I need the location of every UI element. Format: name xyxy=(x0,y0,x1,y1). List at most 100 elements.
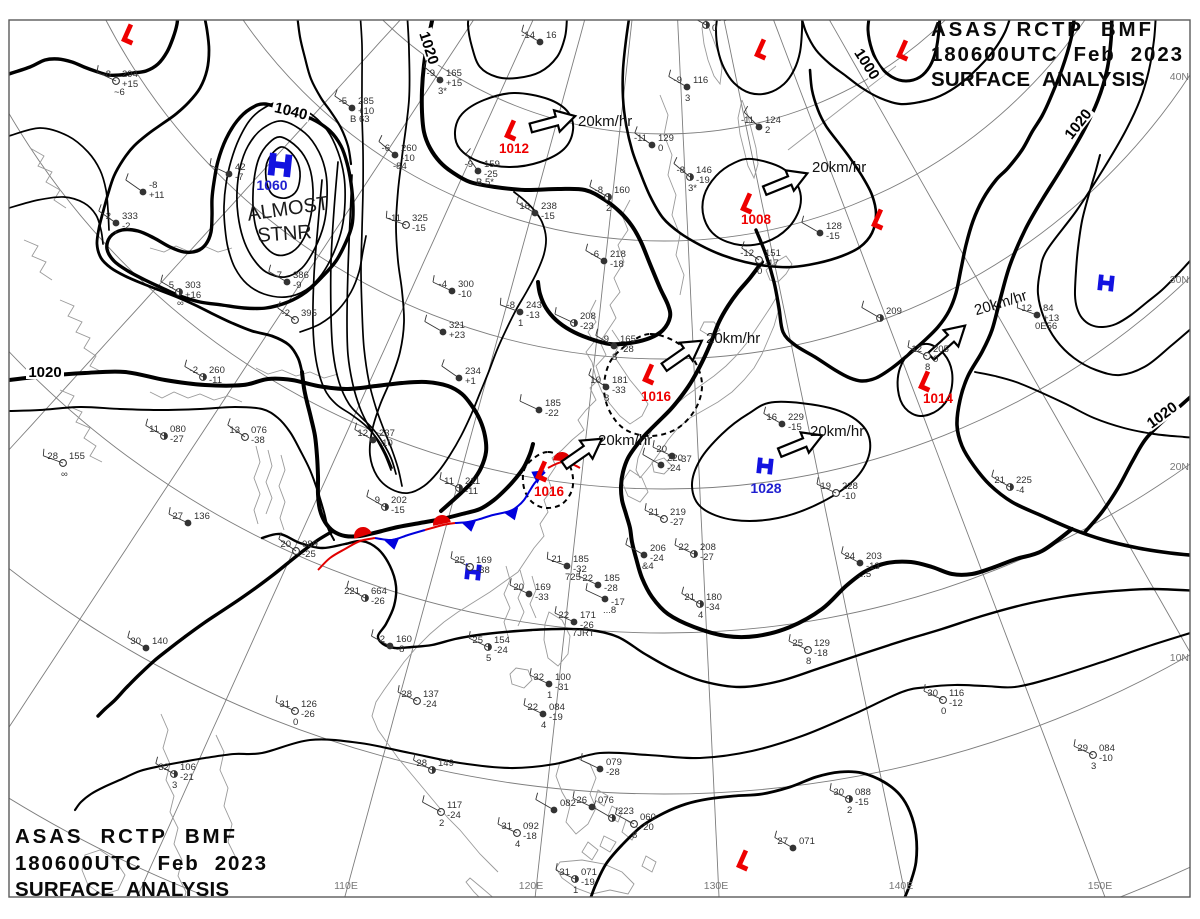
svg-text:3: 3 xyxy=(172,780,177,791)
svg-text:218: 218 xyxy=(610,249,626,260)
svg-text:120E: 120E xyxy=(519,880,544,892)
svg-text:31: 31 xyxy=(279,699,290,710)
svg-text:-23: -23 xyxy=(580,321,594,332)
svg-text:-18: -18 xyxy=(814,648,828,659)
svg-text:1020: 1020 xyxy=(28,364,61,381)
svg-text:219: 219 xyxy=(670,507,686,518)
svg-text:202: 202 xyxy=(391,495,407,506)
svg-text:∞: ∞ xyxy=(177,298,184,309)
svg-text:-84: -84 xyxy=(393,161,407,172)
svg-text:082: 082 xyxy=(560,798,576,809)
svg-text:185: 185 xyxy=(573,554,589,565)
svg-text:-22: -22 xyxy=(545,408,559,419)
svg-text:+16: +16 xyxy=(185,290,201,301)
svg-text:22: 22 xyxy=(527,702,538,713)
svg-text:-20: -20 xyxy=(640,822,654,833)
svg-text:149: 149 xyxy=(438,758,454,769)
svg-text:076: 076 xyxy=(251,425,267,436)
svg-text:-8: -8 xyxy=(677,165,685,176)
svg-text:-9: -9 xyxy=(293,280,301,291)
svg-text:165: 165 xyxy=(620,334,636,345)
svg-text:260: 260 xyxy=(209,365,225,376)
svg-text:-8: -8 xyxy=(396,644,404,655)
svg-text:2: 2 xyxy=(847,805,852,816)
svg-text:-37: -37 xyxy=(678,454,692,465)
svg-text:-7: -7 xyxy=(235,172,243,183)
svg-text:137: 137 xyxy=(423,689,439,700)
svg-text:303: 303 xyxy=(185,280,201,291)
svg-text:-11: -11 xyxy=(465,486,478,497)
svg-text:30N: 30N xyxy=(1170,274,1189,286)
svg-text:1: 1 xyxy=(573,885,578,896)
svg-text:22: 22 xyxy=(582,573,593,584)
svg-text:071: 071 xyxy=(799,836,815,847)
svg-text:-4: -4 xyxy=(1016,485,1024,496)
svg-text:-31: -31 xyxy=(555,682,569,693)
svg-text:16: 16 xyxy=(546,30,557,41)
svg-text:116: 116 xyxy=(693,75,708,86)
svg-text:-19: -19 xyxy=(696,175,710,186)
svg-text:0E56: 0E56 xyxy=(1035,321,1057,332)
svg-text:8: 8 xyxy=(806,656,811,667)
svg-text:-17: -17 xyxy=(765,258,779,269)
svg-text:12: 12 xyxy=(357,428,368,439)
svg-text:110E: 110E xyxy=(334,880,358,892)
svg-text:+10: +10 xyxy=(358,106,374,117)
svg-text:9: 9 xyxy=(604,334,609,345)
svg-text:151: 151 xyxy=(765,248,781,259)
svg-text:221: 221 xyxy=(344,586,360,597)
svg-text:26: 26 xyxy=(576,795,587,806)
svg-text:071: 071 xyxy=(581,867,597,878)
svg-text:20km/hr: 20km/hr xyxy=(810,423,864,440)
svg-text:205: 205 xyxy=(933,344,949,355)
svg-text:-14: -14 xyxy=(521,30,535,41)
svg-text:-10: -10 xyxy=(401,153,415,164)
svg-text:140E: 140E xyxy=(889,880,914,892)
svg-text:-21: -21 xyxy=(180,772,194,783)
svg-text:-19: -19 xyxy=(581,877,595,888)
svg-text:-17: -17 xyxy=(611,597,625,608)
svg-text:2: 2 xyxy=(765,125,770,136)
svg-text:10: 10 xyxy=(590,375,601,386)
svg-text:-9: -9 xyxy=(465,159,473,170)
svg-text:-18: -18 xyxy=(523,831,537,842)
svg-text:29: 29 xyxy=(1077,743,1088,754)
svg-text:28: 28 xyxy=(416,758,427,769)
svg-text:-38: -38 xyxy=(476,565,490,576)
svg-text:+15: +15 xyxy=(122,79,138,90)
svg-text:3: 3 xyxy=(1091,761,1096,772)
svg-text:8: 8 xyxy=(612,352,617,363)
svg-text:084: 084 xyxy=(1099,743,1115,754)
svg-text:~6: ~6 xyxy=(114,87,125,98)
svg-text:140: 140 xyxy=(152,636,168,647)
svg-text:-6: -6 xyxy=(382,143,390,154)
svg-text:-25: -25 xyxy=(302,549,316,560)
svg-text:160: 160 xyxy=(396,634,412,645)
svg-text:30: 30 xyxy=(927,688,938,699)
svg-text:146: 146 xyxy=(696,165,712,176)
svg-text:5: 5 xyxy=(169,280,174,291)
svg-text:-26: -26 xyxy=(371,596,385,607)
svg-text:124: 124 xyxy=(765,115,781,126)
svg-text:16: 16 xyxy=(766,412,777,423)
svg-text:20km/hr: 20km/hr xyxy=(598,432,652,449)
svg-text:-10: -10 xyxy=(458,289,472,300)
svg-text:+15: +15 xyxy=(446,78,462,89)
svg-text:300: 300 xyxy=(458,279,474,290)
svg-text:3*: 3* xyxy=(688,183,697,194)
svg-text:20km/hr: 20km/hr xyxy=(706,330,760,347)
svg-text:129: 129 xyxy=(658,133,674,144)
svg-text:20N: 20N xyxy=(1170,461,1189,473)
svg-text:128: 128 xyxy=(826,221,842,232)
svg-text:-4: -4 xyxy=(439,279,447,290)
svg-text:294: 294 xyxy=(122,69,138,80)
svg-text:3: 3 xyxy=(685,93,690,104)
svg-text:079: 079 xyxy=(606,757,622,768)
svg-text:B 5*: B 5* xyxy=(476,177,494,188)
svg-text:28: 28 xyxy=(47,451,58,462)
svg-text:-19: -19 xyxy=(549,712,563,723)
svg-text:2: 2 xyxy=(106,211,111,222)
svg-text:-12: -12 xyxy=(740,248,754,259)
svg-text:1: 1 xyxy=(547,690,552,701)
svg-text:165: 165 xyxy=(446,68,462,79)
